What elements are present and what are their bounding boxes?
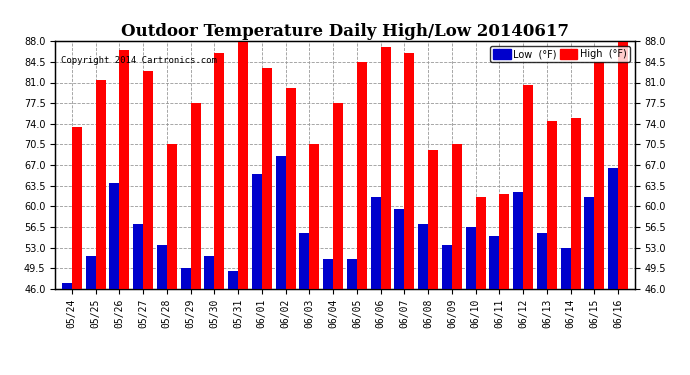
- Bar: [547, 121, 557, 289]
- Bar: [347, 259, 357, 289]
- Bar: [215, 53, 224, 289]
- Bar: [404, 53, 415, 289]
- Bar: [275, 156, 286, 289]
- Bar: [371, 197, 381, 289]
- Bar: [323, 259, 333, 289]
- Text: Copyright 2014 Cartronics.com: Copyright 2014 Cartronics.com: [61, 56, 217, 65]
- Bar: [500, 195, 509, 289]
- Bar: [204, 256, 215, 289]
- Bar: [381, 47, 391, 289]
- Bar: [442, 244, 452, 289]
- Bar: [475, 197, 486, 289]
- Bar: [452, 144, 462, 289]
- Bar: [537, 233, 547, 289]
- Title: Outdoor Temperature Daily High/Low 20140617: Outdoor Temperature Daily High/Low 20140…: [121, 23, 569, 40]
- Bar: [523, 86, 533, 289]
- Bar: [96, 80, 106, 289]
- Bar: [561, 248, 571, 289]
- Bar: [357, 62, 367, 289]
- Bar: [252, 174, 262, 289]
- Bar: [466, 227, 475, 289]
- Bar: [228, 271, 238, 289]
- Bar: [608, 168, 618, 289]
- Legend: Low  (°F), High  (°F): Low (°F), High (°F): [490, 46, 630, 62]
- Bar: [584, 197, 594, 289]
- Bar: [594, 62, 604, 289]
- Bar: [143, 71, 153, 289]
- Bar: [262, 68, 272, 289]
- Bar: [618, 41, 628, 289]
- Bar: [418, 224, 428, 289]
- Bar: [157, 244, 167, 289]
- Bar: [167, 144, 177, 289]
- Bar: [286, 88, 295, 289]
- Bar: [133, 224, 143, 289]
- Bar: [428, 150, 438, 289]
- Bar: [395, 209, 404, 289]
- Bar: [181, 268, 190, 289]
- Bar: [513, 192, 523, 289]
- Bar: [109, 183, 119, 289]
- Bar: [489, 236, 500, 289]
- Bar: [72, 127, 82, 289]
- Bar: [190, 103, 201, 289]
- Bar: [119, 50, 129, 289]
- Bar: [309, 144, 319, 289]
- Bar: [299, 233, 309, 289]
- Bar: [62, 283, 72, 289]
- Bar: [86, 256, 96, 289]
- Bar: [333, 103, 343, 289]
- Bar: [571, 118, 581, 289]
- Bar: [238, 38, 248, 289]
